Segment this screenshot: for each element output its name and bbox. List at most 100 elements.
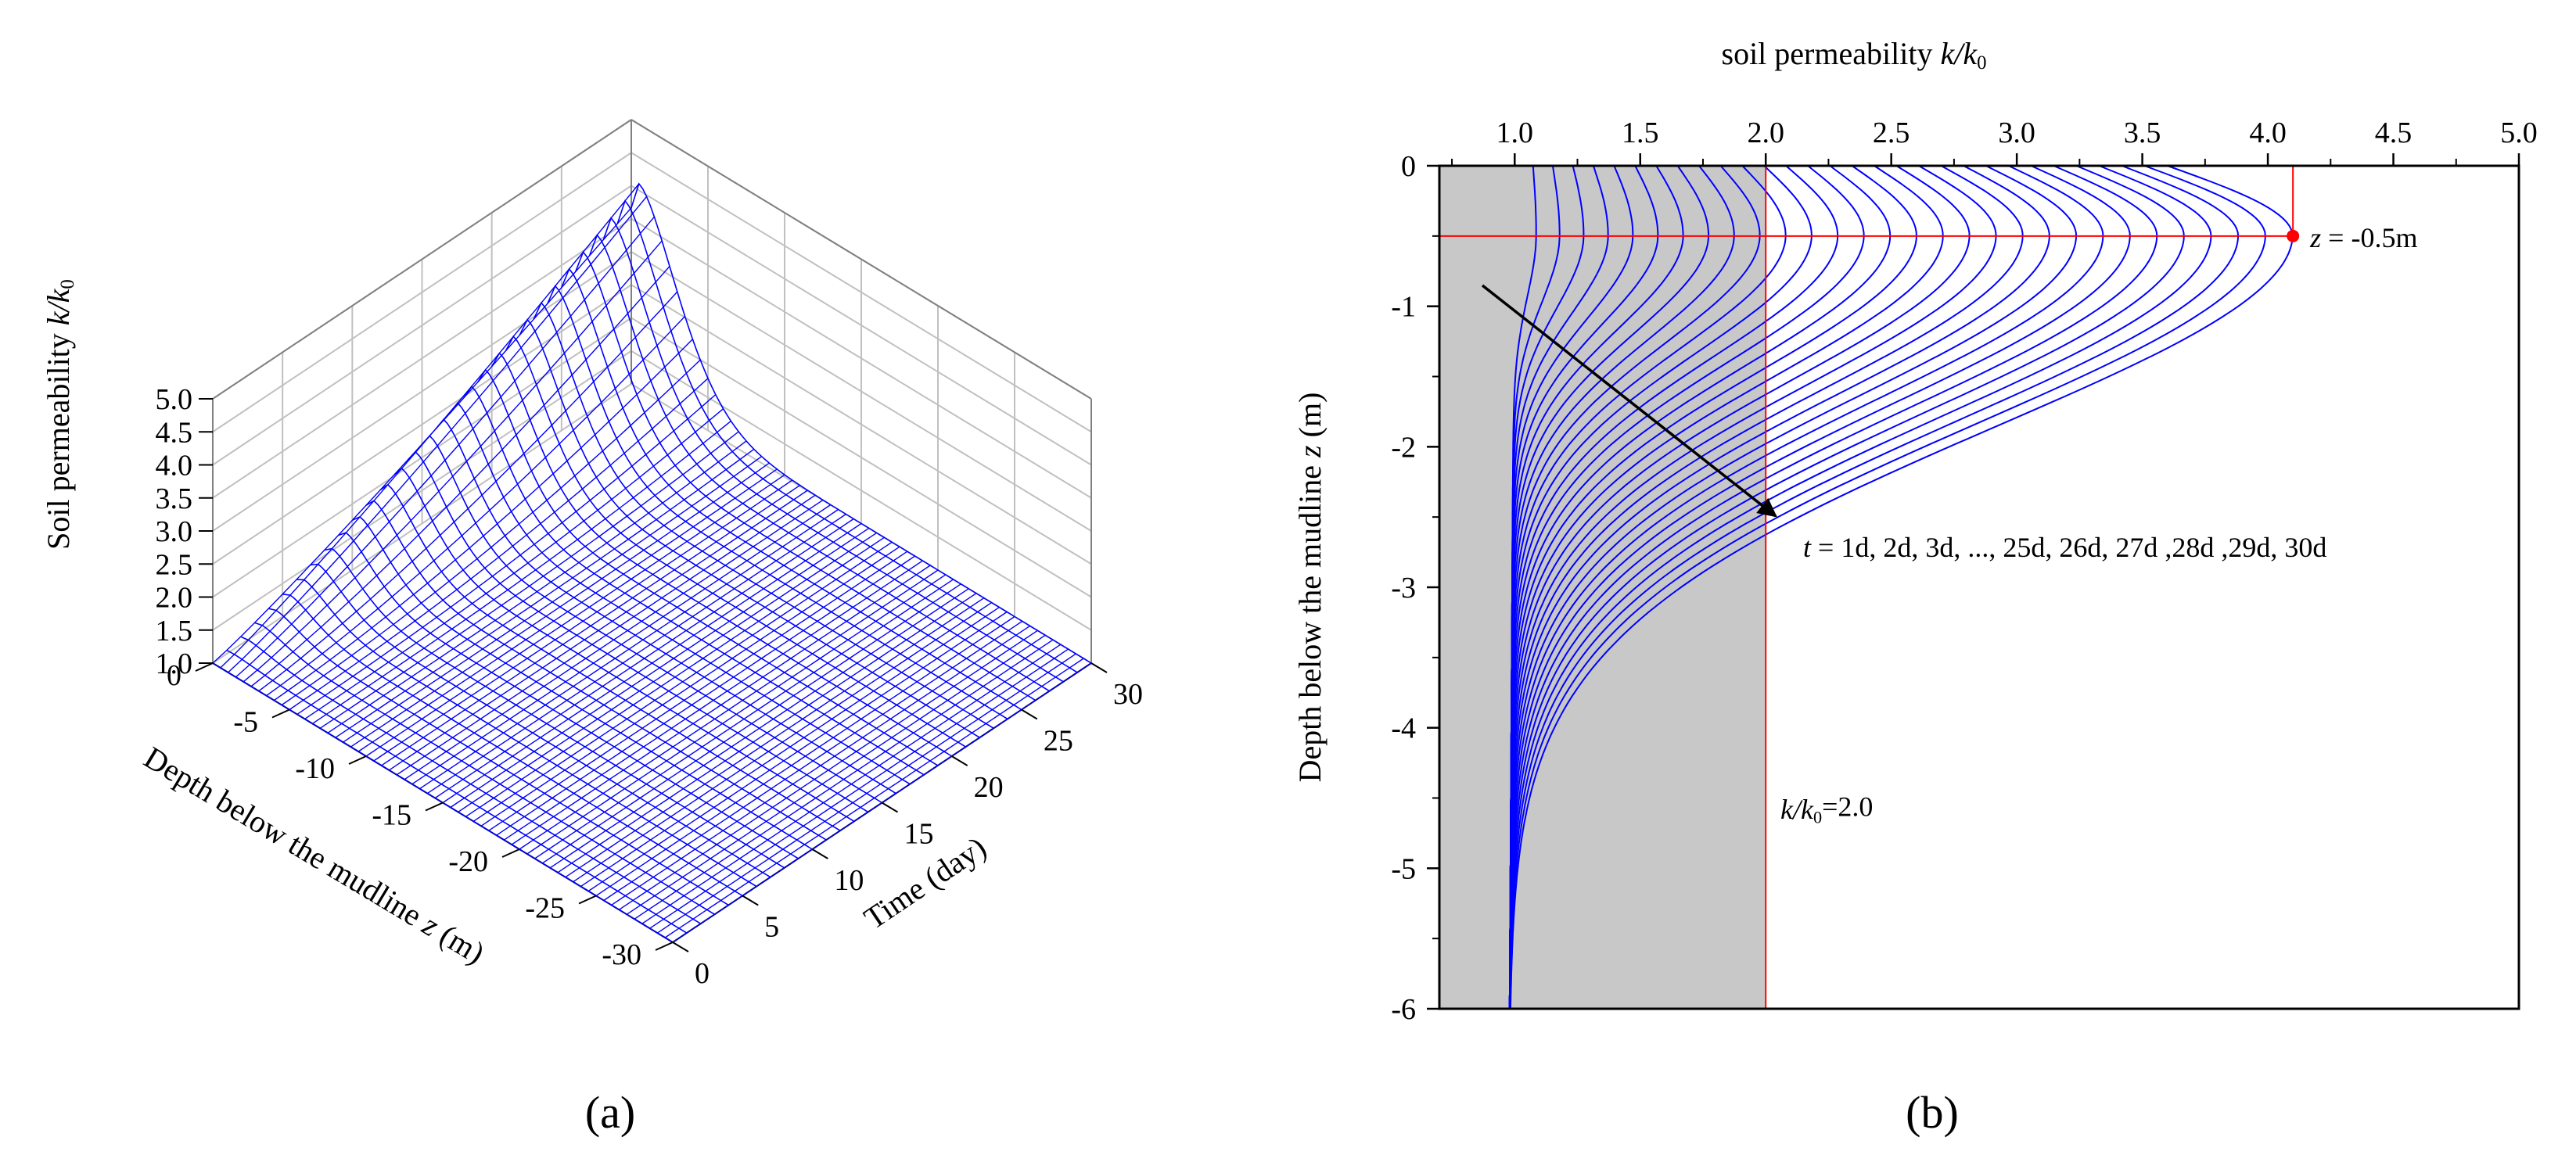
y-tick-mark — [881, 802, 899, 813]
x-tick-label: -25 — [525, 892, 565, 925]
x-tick-label: -20 — [448, 845, 488, 878]
z-tick-label: 3.5 — [156, 482, 193, 515]
y-tick-label: 25 — [1044, 725, 1073, 758]
x-tick-mark — [425, 802, 444, 812]
x-tick-label: 5.0 — [2500, 117, 2538, 149]
panel-a-3d-surface: 1.01.52.02.53.03.54.04.55.0 0 -5 -10 -15 -20 -… — [41, 119, 1144, 990]
surface-line-time — [435, 418, 896, 795]
surface-line-time — [602, 217, 1064, 683]
surface-line-depth — [565, 597, 985, 878]
surface-line-depth — [488, 551, 908, 831]
surface-line-depth — [641, 644, 1062, 924]
surface-line-depth — [258, 291, 678, 692]
x-tick-mark — [655, 942, 674, 951]
surface-line-depth — [549, 588, 969, 869]
surface-line-depth — [319, 431, 739, 729]
surface-line-depth — [511, 565, 931, 845]
y-tick-label: -6 — [1391, 993, 1416, 1026]
surface-line-depth — [273, 339, 693, 701]
surface-line-depth — [389, 490, 808, 771]
surface-line-depth — [312, 420, 731, 724]
y-tick-label: -5 — [1391, 852, 1416, 885]
surface-line-depth — [458, 532, 877, 812]
surface-line-depth — [480, 546, 900, 827]
surface-line-depth — [357, 468, 778, 752]
y-tick-mark — [1090, 662, 1108, 673]
surface-line-time — [296, 579, 757, 888]
surface-line-depth — [404, 499, 824, 780]
surface-line-depth — [657, 653, 1076, 934]
surface-line-depth — [496, 555, 915, 836]
time-series-label: t = 1d, 2d, 3d, ..., 25d, 26d, 27d ,28d … — [1803, 532, 2326, 563]
surface-line-depth — [542, 583, 961, 864]
reference-lines — [1439, 166, 2300, 1009]
surface-line-depth — [611, 625, 1030, 906]
x-tick-mark — [195, 662, 214, 672]
permeability-curves — [1508, 165, 2294, 1010]
peak-point — [2287, 229, 2300, 242]
x-tick-label: 1.5 — [1622, 117, 1659, 149]
surface-line-depth — [434, 518, 854, 799]
x-tick-label: 3.0 — [1998, 117, 2035, 149]
surface-line-depth — [266, 316, 686, 697]
x-tick-label: 0 — [167, 659, 181, 692]
surface-line-time — [574, 250, 1037, 701]
surface-line-depth — [296, 394, 717, 716]
grid-line — [212, 317, 632, 598]
grid-line — [212, 217, 632, 499]
z-tick-label: 4.0 — [156, 450, 193, 482]
surface-line-depth — [335, 448, 755, 738]
y-tick-label: 30 — [1113, 678, 1143, 711]
surface-line-depth — [250, 266, 670, 687]
depth-marker-label: z = -0.5m — [2309, 222, 2417, 253]
z-axis-title: Soil permeability k/k0​ — [41, 279, 78, 550]
grid-line — [212, 152, 632, 433]
z-tick-label: 5.0 — [156, 383, 193, 416]
surface-line-depth — [235, 216, 655, 678]
grid-line — [631, 185, 1092, 466]
surface-line-depth — [519, 569, 939, 850]
y-tick-label: -2 — [1391, 431, 1416, 464]
panel-a-label: (a) — [585, 1087, 635, 1138]
axis-edge — [631, 119, 1092, 400]
grid-line — [631, 152, 1092, 433]
surface-line-depth — [450, 527, 870, 809]
grid-line — [631, 217, 1092, 499]
y-tick-label: 20 — [974, 771, 1004, 804]
y-tick-label: -4 — [1391, 712, 1416, 745]
surface-line-depth — [350, 462, 770, 748]
surface-line-depth — [419, 508, 839, 790]
surface-line-time — [519, 318, 980, 738]
x-tick-mark — [271, 708, 290, 719]
surface-line-depth — [664, 658, 1084, 938]
x-tick-mark — [348, 755, 367, 765]
surface-line-depth — [381, 485, 800, 766]
panel-a-ticks: 1.01.52.02.53.03.54.04.55.0 0 -5 -10 -15 -20 -… — [156, 383, 1144, 990]
z-tick-label: 2.5 — [156, 548, 193, 581]
x-tick-label: -15 — [372, 799, 411, 832]
y-axis-title: Depth below the mudline z (m) — [1292, 393, 1328, 783]
panel-a-surface-mesh — [212, 182, 1092, 943]
y-tick-label: 0 — [1401, 150, 1416, 183]
grid-line — [631, 350, 1092, 631]
y-tick-label: 15 — [904, 818, 934, 851]
x-tick-label: 4.5 — [2375, 117, 2413, 149]
surface-line-depth — [526, 574, 947, 855]
surface-line-depth — [427, 513, 846, 795]
x-tick-label: -10 — [295, 752, 335, 785]
curve-day-27 — [1509, 165, 2212, 1009]
curve-day-30 — [1509, 165, 2294, 1010]
surface-line-depth — [534, 579, 954, 859]
grid-line — [212, 383, 632, 664]
curve-day-28 — [1509, 165, 2240, 1010]
y-tick-mark — [672, 942, 689, 952]
axis-edge — [212, 119, 632, 400]
y-tick-mark — [742, 895, 759, 906]
surface-line-depth — [304, 408, 724, 719]
panel-b-label: (b) — [1906, 1087, 1959, 1138]
y-tick-label: 5 — [764, 911, 779, 944]
surface-line-depth — [411, 504, 832, 785]
y-tick-label: -3 — [1391, 572, 1416, 604]
surface-line-depth — [472, 541, 893, 822]
surface-line-depth — [634, 639, 1054, 920]
